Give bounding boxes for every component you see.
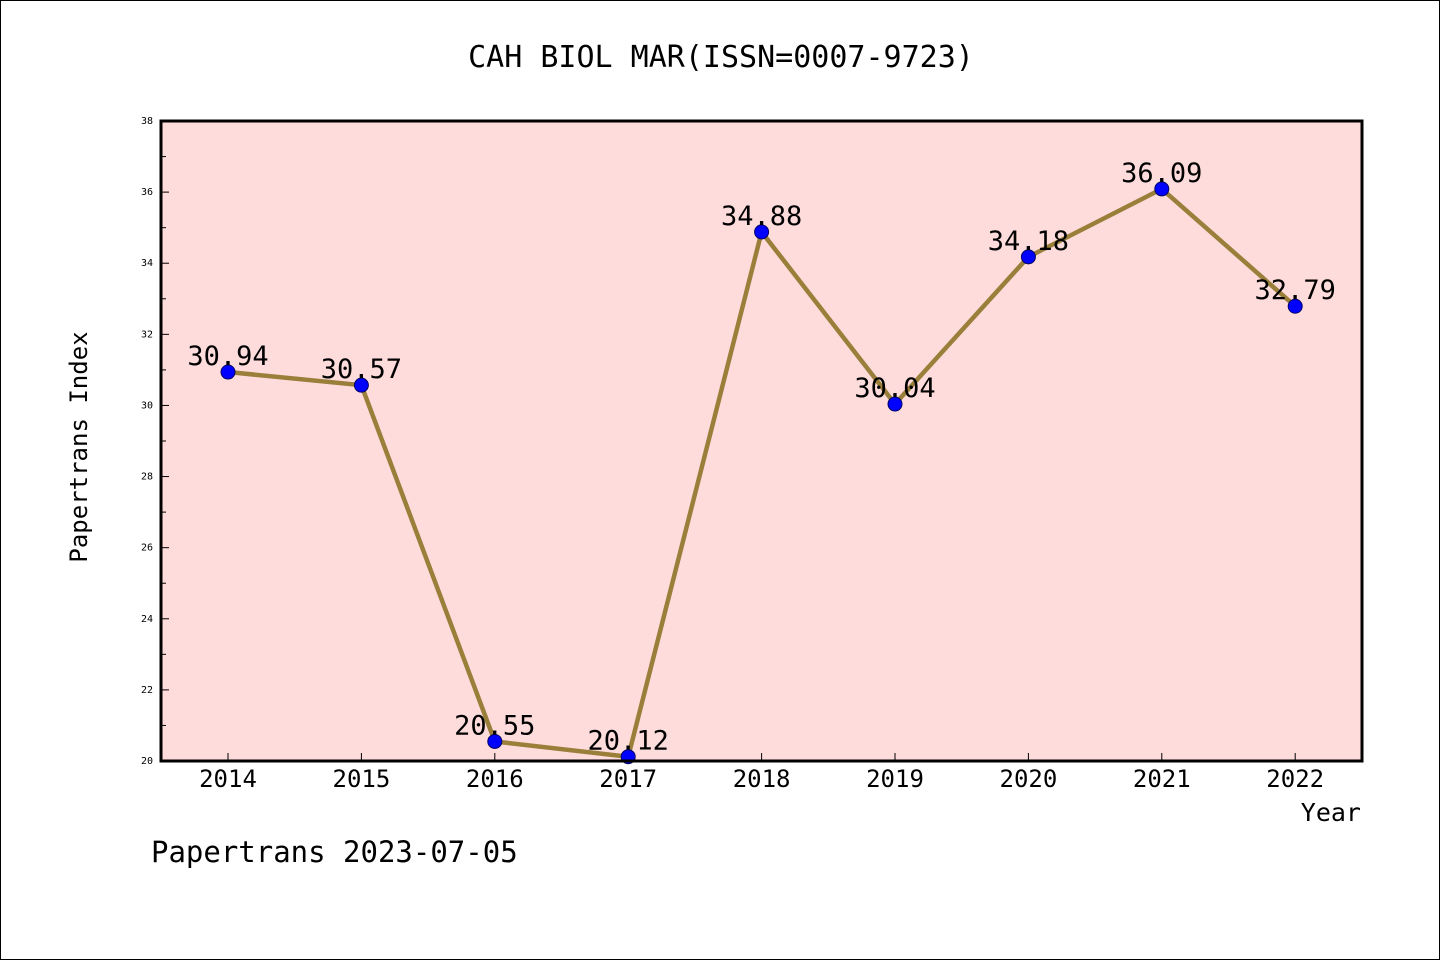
data-label: 30.57 xyxy=(321,354,402,385)
y-tick-label: 30 xyxy=(141,400,153,411)
data-label: 20.12 xyxy=(588,726,669,757)
y-tick-label: 36 xyxy=(141,187,153,198)
x-axis-label: Year xyxy=(1301,798,1361,827)
y-tick-label: 24 xyxy=(141,614,153,625)
data-point xyxy=(1154,181,1170,197)
x-tick-label: 2016 xyxy=(466,765,524,793)
data-point xyxy=(220,364,236,380)
data-label: 34.88 xyxy=(721,201,802,232)
x-tick-label: 2018 xyxy=(733,765,791,793)
data-point xyxy=(1020,249,1036,265)
y-tick-label: 26 xyxy=(141,543,153,554)
data-label: 34.18 xyxy=(988,226,1069,257)
y-tick-label: 22 xyxy=(141,685,153,696)
x-tick-label: 2021 xyxy=(1133,765,1191,793)
data-point xyxy=(487,733,503,749)
data-label: 30.94 xyxy=(187,341,268,372)
data-point xyxy=(754,224,770,240)
data-point xyxy=(1287,298,1303,314)
data-label: 36.09 xyxy=(1121,158,1202,189)
y-tick-label: 38 xyxy=(141,116,153,127)
x-tick-label: 2014 xyxy=(199,765,257,793)
data-point xyxy=(353,377,369,393)
footer-credit: Papertrans 2023-07-05 xyxy=(151,835,518,869)
y-tick-label: 20 xyxy=(141,756,153,767)
data-label: 30.04 xyxy=(854,373,935,404)
x-axis: 2014 2015 2016 2017 2018 2019 2020 2021 2022 xyxy=(199,753,1324,793)
x-tick-label: 2019 xyxy=(866,765,924,793)
x-tick-label: 2022 xyxy=(1266,765,1324,793)
data-point xyxy=(887,396,903,412)
data-labels: 30.94 30.57 20.55 20.12 34.88 30.04 34.18 36.09… xyxy=(187,158,1335,757)
y-tick-label: 34 xyxy=(141,258,153,269)
data-label: 20.55 xyxy=(454,710,535,741)
y-tick-label: 32 xyxy=(141,329,153,340)
x-tick-label: 2020 xyxy=(1000,765,1058,793)
plot-border xyxy=(159,119,1364,763)
data-label: 32.79 xyxy=(1255,275,1336,306)
y-axis-label: Papertrans Index xyxy=(65,331,93,562)
x-tick-label: 2015 xyxy=(333,765,391,793)
chart-title: CAH BIOL MAR(ISSN=0007-9723) xyxy=(468,40,974,75)
y-tick-label: 28 xyxy=(141,472,153,483)
x-tick-label: 2017 xyxy=(599,765,657,793)
